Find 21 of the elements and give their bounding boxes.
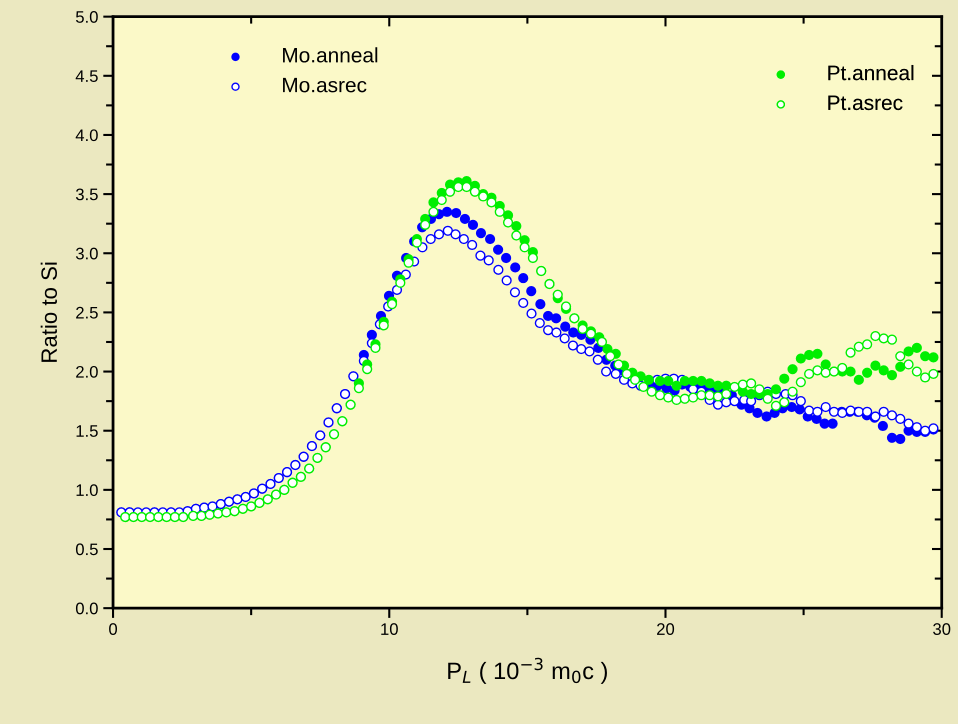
y-tick-label: 4.5	[76, 70, 98, 82]
y-tick-label: 2.5	[76, 306, 98, 319]
x-tick-label: 30	[933, 623, 950, 635]
x-axis-title: P$_{L}$ ( 10$^{−3}$ m$_{0}$c )	[448, 658, 607, 684]
legend-label: Mo.asrec	[283, 78, 366, 92]
legend-label: Pt.anneal	[828, 64, 914, 80]
y-tick-label: 2.0	[76, 366, 98, 378]
y-axis-title: Ratio to Si	[40, 262, 58, 362]
y-tick-label: 0.0	[76, 602, 98, 614]
x-tick-label: 20	[657, 623, 674, 635]
x-tick-label: 0	[109, 623, 118, 635]
y-tick-label: 3.0	[76, 248, 98, 260]
y-tick-label: 0.5	[76, 543, 98, 556]
legend-label: Mo.anneal	[283, 47, 378, 63]
y-tick-label: 1.5	[76, 425, 98, 437]
x-tick-label: 10	[381, 623, 398, 635]
y-tick-label: 4.0	[76, 129, 98, 142]
y-tick-label: 1.0	[76, 484, 98, 496]
legend-label: Pt.asrec	[828, 96, 903, 110]
y-tick-label: 3.5	[76, 188, 98, 200]
y-tick-label: 5.0	[76, 11, 98, 23]
